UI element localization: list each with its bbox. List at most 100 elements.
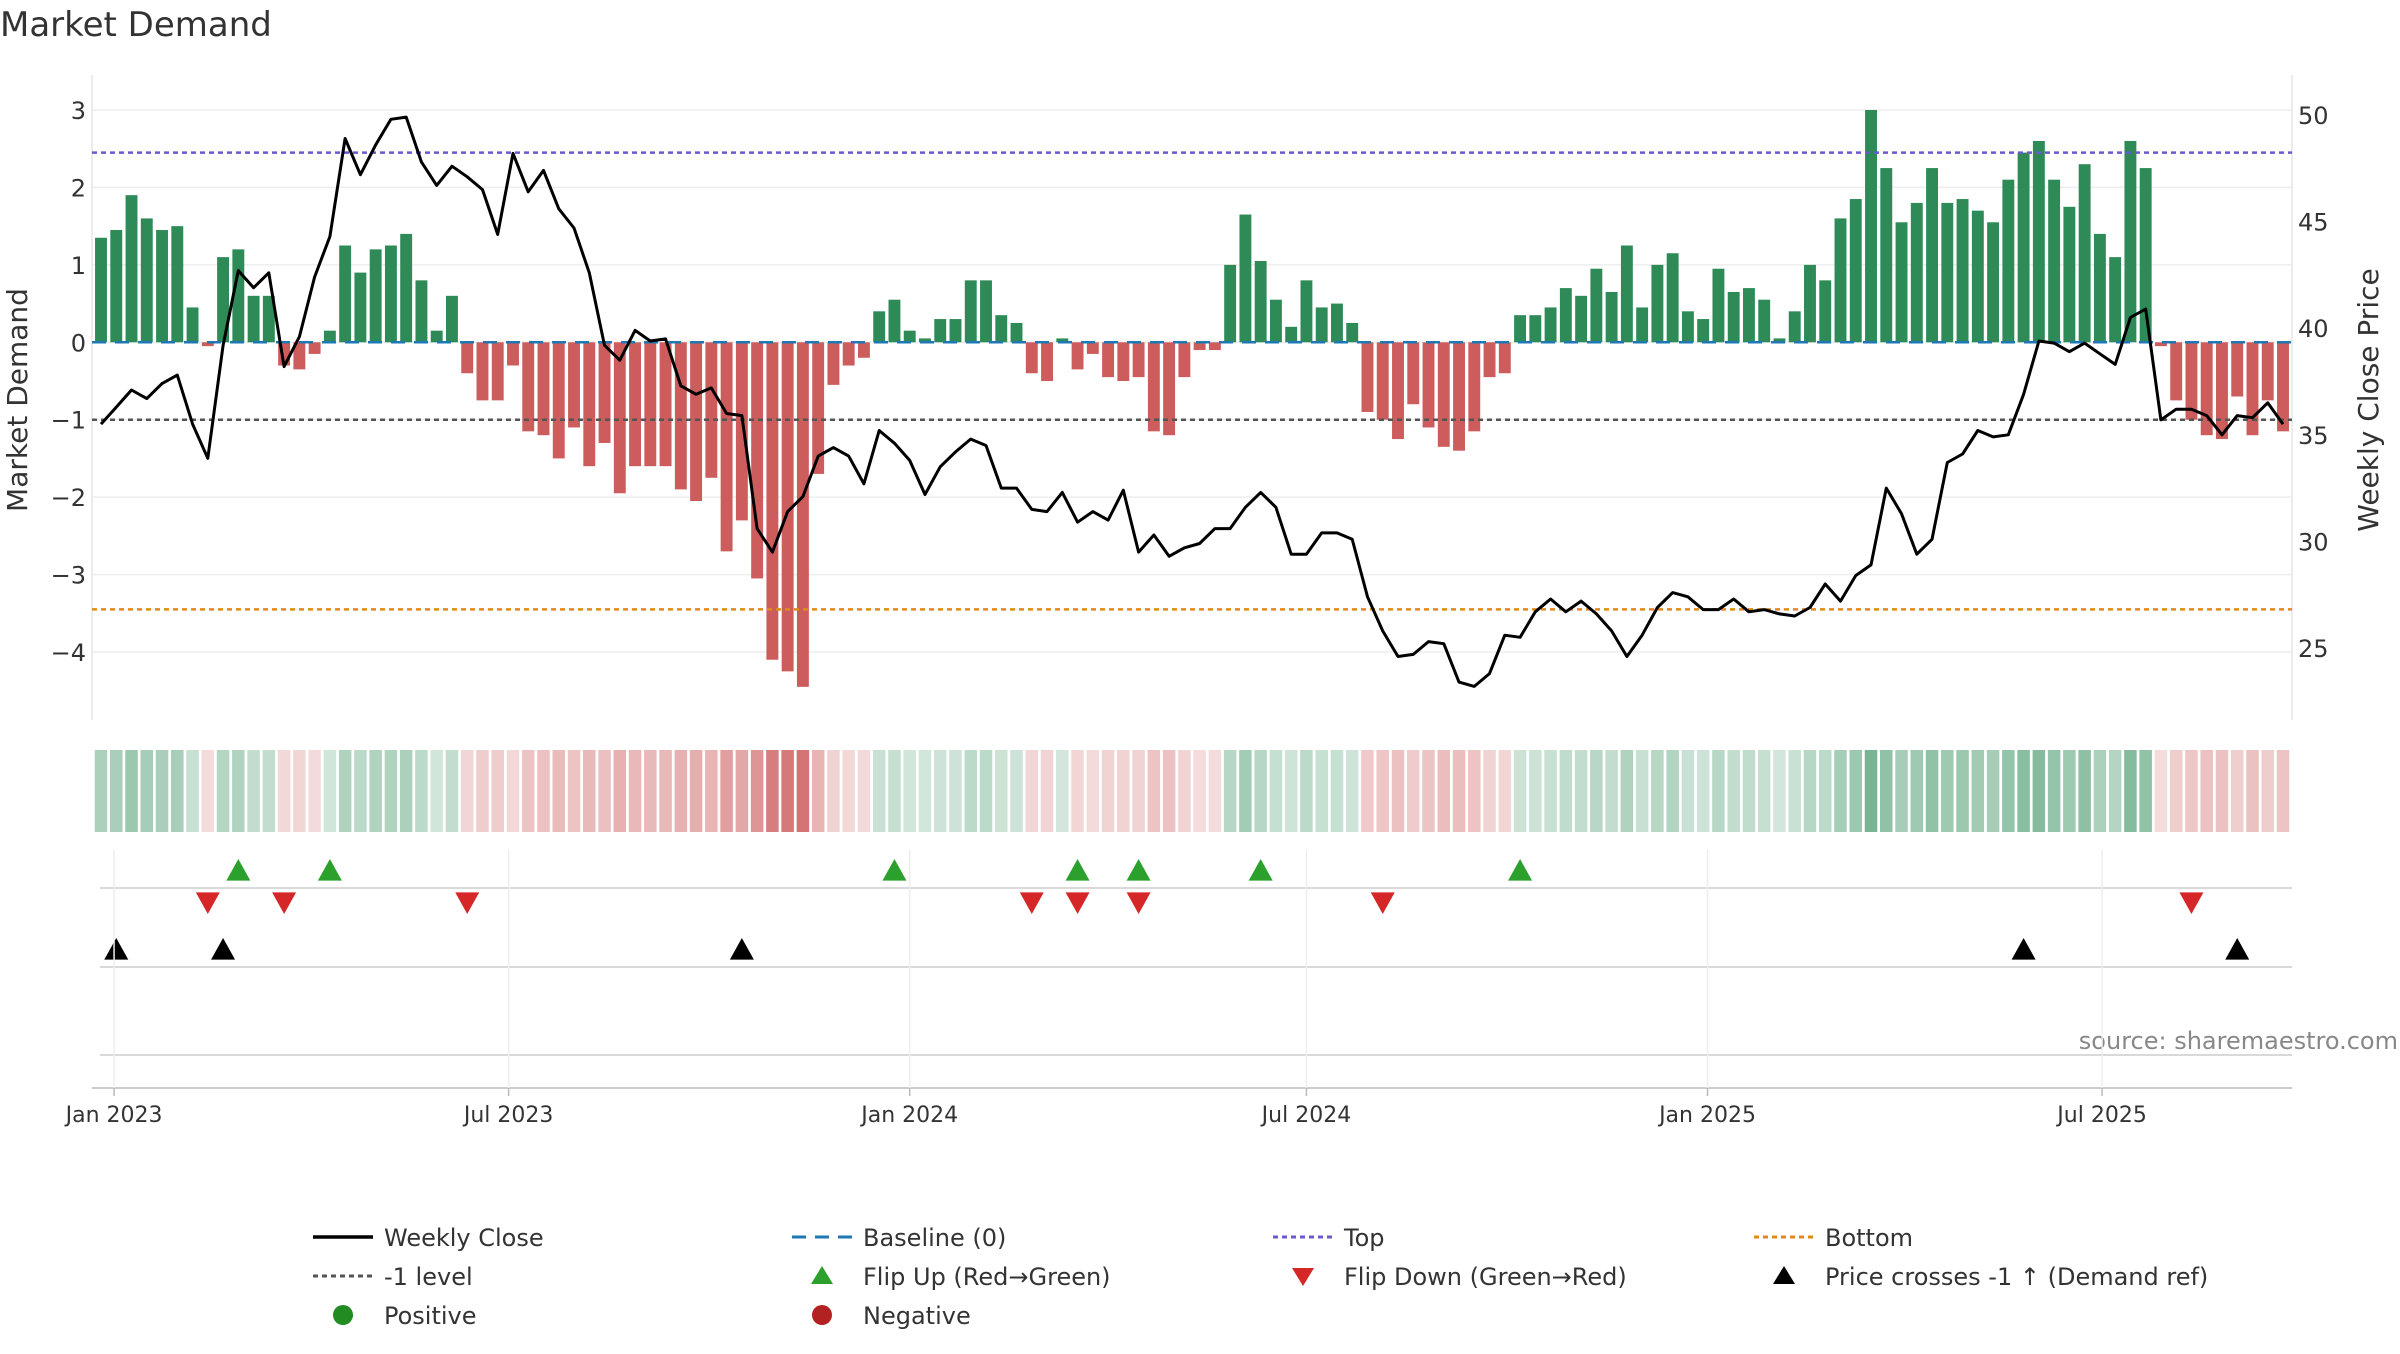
demand-bar (2002, 179, 2015, 343)
flip-up-marker (1126, 859, 1151, 881)
demand-bar (293, 342, 306, 370)
demand-bar (720, 342, 733, 552)
heatmap-cell (842, 750, 855, 832)
heatmap-cell (2047, 750, 2061, 832)
heatmap-cell (1590, 750, 1603, 832)
flip-up-marker (226, 859, 251, 881)
demand-bar (629, 342, 642, 467)
heatmap-cell (827, 750, 840, 832)
heatmap-cell (1300, 750, 1313, 832)
price-cross-marker (2225, 938, 2250, 960)
main-panel: 3 2 1 0 −1 −2 −3 −4 50 45 40 35 30 25 (51, 75, 2329, 720)
demand-bar (1392, 342, 1404, 440)
demand-bar (995, 315, 1008, 343)
y-tick-label: 1 (71, 252, 86, 280)
heatmap-cell (964, 750, 978, 832)
flip-down-marker (195, 892, 220, 914)
heatmap-cell (552, 750, 566, 832)
legend-item-baseline: Baseline (0) (792, 1224, 1006, 1252)
heatmap-cell (1941, 750, 1954, 832)
legend-swatch-flip-up (811, 1266, 833, 1284)
price-cross-marker (211, 938, 236, 960)
demand-bar (1742, 288, 1755, 343)
demand-bar (1147, 342, 1160, 432)
demand-bar (201, 342, 214, 347)
y-tick-label: −4 (51, 639, 86, 667)
heatmap-cell (369, 750, 382, 832)
demand-bar (339, 245, 352, 343)
heatmap-cell (338, 750, 352, 832)
heatmap-cell (354, 750, 367, 832)
heatmap-cell (171, 750, 184, 832)
heatmap-cell (2154, 750, 2168, 832)
legend-label: Bottom (1825, 1224, 1913, 1252)
heatmap-cell (2169, 750, 2183, 832)
heatmap-cell (598, 750, 611, 832)
heatmap-cell (1193, 750, 1206, 832)
demand-bar (1956, 199, 1969, 343)
demand-bar (2093, 233, 2106, 343)
demand-bar (2017, 152, 2030, 343)
demand-bar (888, 299, 901, 343)
heatmap-cell (216, 750, 230, 832)
heatmap-cell (1086, 750, 1100, 832)
demand-bar (125, 195, 138, 343)
demand-bar (491, 342, 504, 401)
source-label: source: sharemaestro.com (2079, 1027, 2398, 1055)
heatmap-cell (1666, 750, 1679, 832)
heatmap-cell (2200, 750, 2213, 832)
heatmap-cell (1498, 750, 1512, 832)
heatmap-cell (537, 750, 550, 832)
heatmap-cell (445, 750, 459, 832)
demand-bar (1804, 264, 1816, 343)
legend: Weekly Close Baseline (0) Top Bottom -1 leve… (313, 1224, 2208, 1330)
demand-bar (2063, 206, 2076, 343)
demand-bar (1331, 303, 1343, 343)
demand-bar (1727, 291, 1740, 343)
demand-bar (2078, 164, 2091, 343)
demand-bar (1208, 342, 1221, 351)
demand-bar (1285, 326, 1298, 343)
demand-bar (2185, 342, 2198, 420)
heatmap-cell (613, 750, 627, 832)
heatmap-cell (857, 750, 871, 832)
heatmap-cell (1574, 750, 1588, 832)
flip-up-marker (317, 859, 342, 881)
demand-bar (842, 342, 855, 366)
heatmap-cell (903, 750, 916, 832)
demand-bar (2124, 140, 2137, 343)
demand-bar (2139, 168, 2152, 343)
demand-bar (156, 230, 168, 343)
heatmap-cell (1010, 750, 1023, 832)
heatmap-cell (766, 750, 779, 832)
demand-bar (1376, 342, 1389, 420)
demand-bar (369, 249, 382, 343)
demand-bar (1697, 319, 1710, 343)
demand-bar (1407, 342, 1420, 405)
heatmap-cell (1757, 750, 1771, 832)
demand-bar (583, 342, 596, 467)
heatmap-cell (491, 750, 504, 832)
demand-bar (1224, 264, 1237, 343)
demand-bar (873, 311, 886, 343)
heatmap-cell (308, 750, 321, 832)
legend-label: Baseline (0) (863, 1224, 1006, 1252)
demand-bar (1361, 342, 1374, 412)
heatmap-cell (1391, 750, 1405, 832)
demand-bar (1666, 253, 1679, 343)
demand-bar (735, 342, 748, 521)
demand-bar (1254, 260, 1267, 343)
heatmap-cell (689, 750, 703, 832)
flip-down-marker (1126, 892, 1151, 914)
heatmap-cell (140, 750, 154, 832)
heatmap-cell (430, 750, 443, 832)
demand-bar (1086, 342, 1099, 354)
demand-bar (2200, 342, 2213, 436)
price-cross-marker (729, 938, 754, 960)
demand-bar (2261, 342, 2274, 401)
demand-bar (980, 280, 992, 343)
heatmap-cell (293, 750, 306, 832)
heatmap-cell (2093, 750, 2107, 832)
legend-swatch-negative (812, 1305, 832, 1325)
flip-down-marker (455, 892, 480, 914)
